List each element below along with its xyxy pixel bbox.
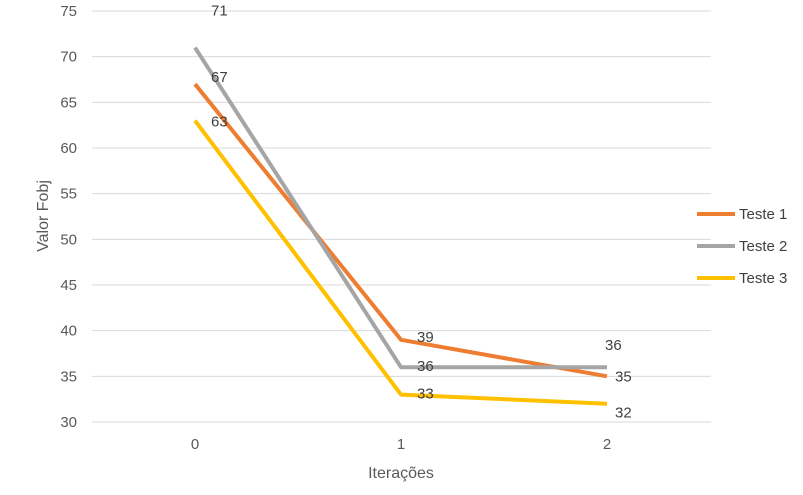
data-label: 32 <box>615 405 632 422</box>
x-axis-ticks: 0 1 2 <box>191 436 611 453</box>
y-tick-label: 35 <box>60 368 77 385</box>
x-tick-label: 1 <box>397 436 405 453</box>
x-tick-label: 2 <box>603 436 611 453</box>
data-label: 35 <box>615 368 632 385</box>
y-tick-label: 50 <box>60 231 77 248</box>
data-label: 33 <box>417 386 434 403</box>
data-labels: 67 39 35 71 36 36 63 33 32 <box>211 3 632 422</box>
y-tick-label: 75 <box>60 3 77 20</box>
y-tick-label: 70 <box>60 49 77 66</box>
x-axis-title: Iterações <box>368 465 434 482</box>
data-label: 36 <box>417 358 434 375</box>
data-label: 63 <box>211 114 228 131</box>
series-line-2 <box>193 46 607 370</box>
data-label: 39 <box>417 329 434 346</box>
series-line-1 <box>193 82 608 379</box>
data-label: 71 <box>211 3 228 20</box>
gridlines <box>92 10 711 423</box>
y-tick-label: 55 <box>60 186 77 203</box>
legend-label: Teste 2 <box>739 238 787 255</box>
series-lines <box>193 46 608 406</box>
y-tick-label: 60 <box>60 140 77 157</box>
y-tick-label: 65 <box>60 94 77 111</box>
data-label: 36 <box>605 337 622 354</box>
x-tick-label: 0 <box>191 436 199 453</box>
y-axis-title: Valor Fobj <box>35 180 52 252</box>
y-tick-label: 40 <box>60 323 77 340</box>
data-label: 67 <box>211 69 228 86</box>
y-axis-ticks: 30 35 40 45 50 55 60 65 70 75 <box>60 3 77 431</box>
legend: Teste 1 Teste 2 Teste 3 <box>697 206 787 287</box>
legend-label: Teste 1 <box>739 206 787 223</box>
y-tick-label: 45 <box>60 277 77 294</box>
series-line-3 <box>193 119 608 406</box>
legend-label: Teste 3 <box>739 270 787 287</box>
y-tick-label: 30 <box>60 414 77 431</box>
